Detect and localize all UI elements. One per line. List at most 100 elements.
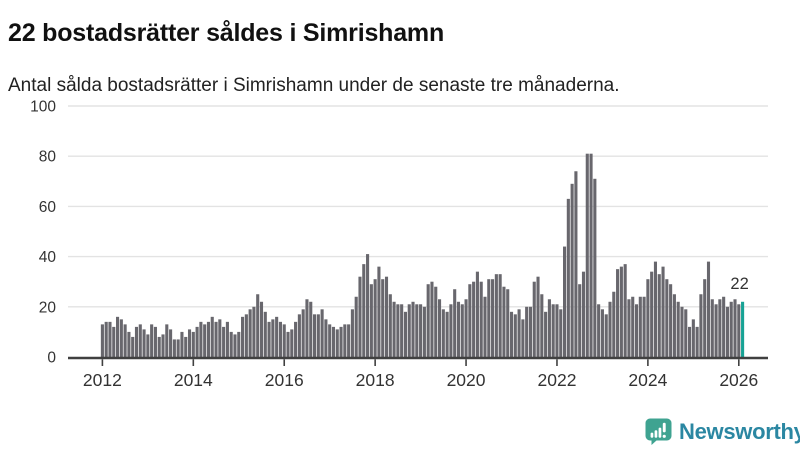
x-axis-tick-label: 2014 <box>174 370 213 390</box>
bar <box>388 294 392 357</box>
bar <box>661 266 665 357</box>
bar <box>665 279 669 357</box>
bar <box>574 171 578 357</box>
bar <box>312 314 317 357</box>
y-axis-tick-label: 20 <box>39 299 57 316</box>
bar <box>218 319 222 357</box>
bar <box>290 329 294 357</box>
bar <box>600 309 604 357</box>
bar <box>479 281 483 357</box>
bar <box>195 326 199 357</box>
bar <box>688 326 692 357</box>
bar <box>199 321 203 357</box>
bar <box>506 289 510 357</box>
bar <box>623 264 627 357</box>
bar <box>241 316 245 357</box>
bar <box>722 296 726 357</box>
bar <box>502 286 506 357</box>
bar <box>725 306 729 357</box>
bar <box>472 281 476 357</box>
bar <box>593 178 597 357</box>
bar <box>619 266 623 357</box>
bar <box>456 301 461 357</box>
bar <box>714 304 718 357</box>
bar <box>532 281 536 357</box>
bar <box>733 299 737 357</box>
bar <box>426 284 430 357</box>
bar <box>214 321 218 357</box>
bar <box>229 331 233 357</box>
bar <box>642 296 646 357</box>
bar <box>703 279 707 357</box>
bar <box>634 304 639 357</box>
bar <box>222 326 226 357</box>
bar <box>350 309 354 357</box>
bar <box>441 309 445 357</box>
bar <box>278 321 282 357</box>
bar <box>547 299 551 357</box>
bar <box>328 324 332 357</box>
bar <box>718 299 722 357</box>
bar <box>331 326 336 357</box>
bar <box>275 316 279 357</box>
x-axis-tick-label: 2022 <box>538 370 577 390</box>
bar <box>282 324 286 357</box>
brand-name: Newsworthy <box>679 418 800 444</box>
bar <box>403 311 407 357</box>
bar <box>324 319 328 357</box>
bar <box>563 246 567 357</box>
bar <box>411 301 415 357</box>
bar <box>294 321 298 357</box>
bar <box>422 306 426 357</box>
bar <box>119 319 123 357</box>
bar <box>358 276 362 357</box>
bar <box>540 294 544 357</box>
bar <box>604 314 608 357</box>
bar <box>468 284 472 357</box>
bar <box>737 304 741 357</box>
bar <box>578 284 582 357</box>
bar <box>449 304 453 357</box>
bar <box>203 324 207 357</box>
bar <box>544 311 548 357</box>
bar <box>267 321 271 357</box>
bar <box>138 324 142 357</box>
bar <box>483 296 487 357</box>
bar <box>536 276 540 357</box>
bar <box>165 324 169 357</box>
bar <box>653 261 658 357</box>
bar <box>123 324 127 357</box>
bar <box>695 326 699 357</box>
bar <box>672 294 676 357</box>
bar <box>134 326 139 357</box>
bar <box>464 299 468 357</box>
page-title: 22 bostadsrätter såldes i Simrishamn <box>8 18 445 47</box>
bar <box>305 299 309 357</box>
footer-brand[interactable]: Newsworthy <box>645 418 800 445</box>
bar <box>706 261 711 357</box>
bar <box>445 311 449 357</box>
bar <box>650 271 654 357</box>
bar <box>116 316 120 357</box>
logo-bars-icon <box>650 422 666 438</box>
bar <box>271 319 275 357</box>
bar <box>631 296 635 357</box>
bar <box>161 334 165 357</box>
bar <box>430 281 434 357</box>
bar <box>585 153 589 357</box>
bar <box>335 329 339 357</box>
bar <box>487 279 491 357</box>
bar <box>206 321 211 357</box>
bar <box>517 309 521 357</box>
bar <box>172 339 176 357</box>
bar <box>248 309 252 357</box>
bar <box>184 336 188 357</box>
bar <box>316 314 320 357</box>
bar <box>581 271 586 357</box>
bar <box>528 306 533 357</box>
y-axis-tick-label: 80 <box>39 149 57 166</box>
bar <box>612 291 616 357</box>
y-axis-tick-label: 40 <box>39 249 57 266</box>
x-axis-tick-label: 2026 <box>719 370 758 390</box>
